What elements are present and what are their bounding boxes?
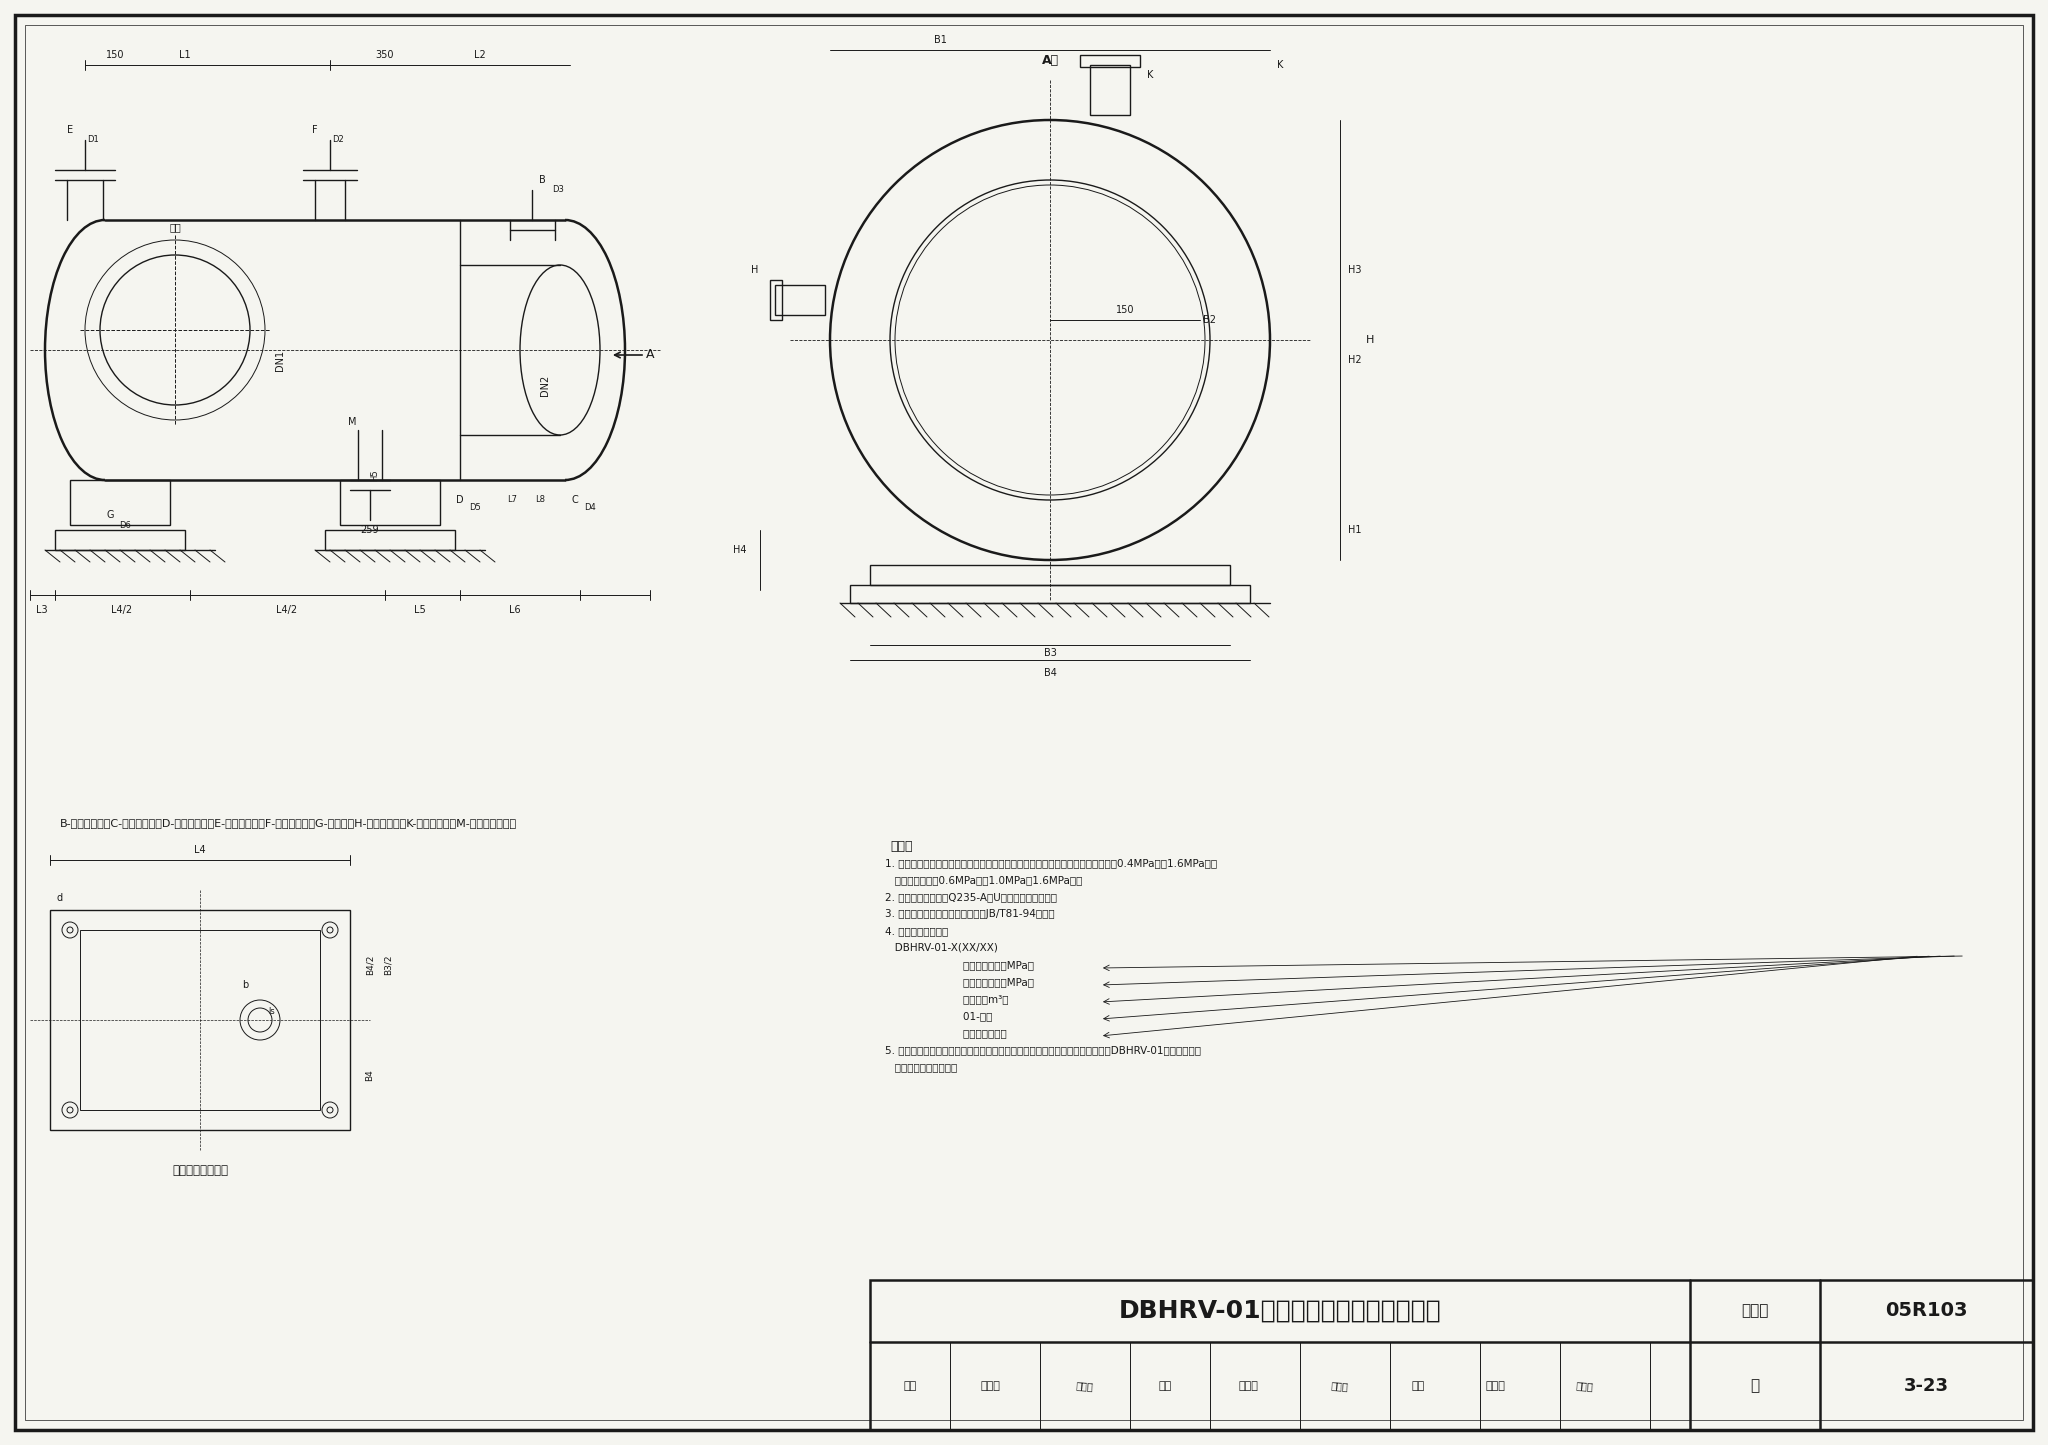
Text: 259: 259: [360, 525, 379, 535]
Bar: [1079, 55, 1141, 66]
Bar: [340, 480, 440, 525]
Text: H: H: [752, 264, 758, 275]
Text: 01-卧式: 01-卧式: [885, 1011, 993, 1022]
Text: 壳程设计压力（MPa）: 壳程设计压力（MPa）: [885, 959, 1034, 970]
Text: 鞍式支座底板平面: 鞍式支座底板平面: [172, 1163, 227, 1176]
Text: 校对: 校对: [1159, 1381, 1171, 1392]
Text: 换热器技术资料编制。: 换热器技术资料编制。: [885, 1062, 956, 1072]
Text: L3: L3: [37, 605, 47, 616]
Text: B3: B3: [1044, 647, 1057, 657]
Text: 3. 管道与换热器连接处的法兰盘按JB/T81-94配制。: 3. 管道与换热器连接处的法兰盘按JB/T81-94配制。: [885, 909, 1055, 919]
Text: D5: D5: [469, 503, 481, 513]
Text: DN1: DN1: [274, 350, 285, 370]
Text: 3-23: 3-23: [1905, 1377, 1950, 1394]
Text: L4/2: L4/2: [111, 605, 133, 616]
Text: B4/2: B4/2: [365, 955, 375, 975]
Text: 半容积式换热器: 半容积式换热器: [885, 1027, 1008, 1038]
Text: B-热媒入口管；C-热媒出口管；D-冷水进水管；E-热水出水管；F-安全阀接管；G-排污管；H-压力表接管；K-温度计接管；M-温度调节器接管: B-热媒入口管；C-热媒出口管；D-冷水进水管；E-热水出水管；F-安全阀接管；…: [59, 818, 518, 828]
Text: 训奇志: 训奇志: [1331, 1380, 1350, 1392]
Text: DBHRV-01系列半容积式换热器安装图: DBHRV-01系列半容积式换热器安装图: [1118, 1299, 1442, 1324]
Text: 朱国升: 朱国升: [1485, 1381, 1505, 1392]
Text: L1: L1: [178, 51, 190, 61]
Text: A向: A向: [1042, 53, 1059, 66]
Text: L2: L2: [475, 51, 485, 61]
Text: 150: 150: [1116, 305, 1135, 315]
Text: H3: H3: [1348, 264, 1362, 275]
Text: A: A: [645, 348, 653, 361]
Text: 5. 本图依据河北深州金属结构热力设备有限公司及北京市伟业供热设备有限公司DBHRV-01系列半容积式: 5. 本图依据河北深州金属结构热力设备有限公司及北京市伟业供热设备有限公司DBH…: [885, 1045, 1200, 1055]
Text: 设计: 设计: [1411, 1381, 1425, 1392]
Text: L8: L8: [535, 496, 545, 504]
Text: B1: B1: [934, 35, 946, 45]
Text: D2: D2: [332, 136, 344, 145]
Text: 朱国升: 朱国升: [1575, 1380, 1593, 1392]
Text: ls: ls: [268, 1007, 274, 1016]
Bar: [870, 565, 1231, 585]
Text: DN2: DN2: [541, 374, 551, 396]
Text: DBHRV-01-X(XX/XX): DBHRV-01-X(XX/XX): [885, 944, 997, 954]
Text: D3: D3: [553, 185, 563, 195]
Text: G: G: [106, 510, 115, 520]
Text: B3/2: B3/2: [383, 955, 393, 975]
Text: L4/2: L4/2: [276, 605, 297, 616]
Text: 150: 150: [106, 51, 125, 61]
Bar: [70, 480, 170, 525]
Text: D6: D6: [119, 520, 131, 529]
Text: 审核: 审核: [903, 1381, 918, 1392]
Bar: [326, 530, 455, 551]
Text: 4. 换热器编号说明：: 4. 换热器编号说明：: [885, 926, 948, 936]
Text: 05R103: 05R103: [1886, 1302, 1968, 1321]
Text: L5: L5: [414, 605, 426, 616]
Text: 管程设计压力（MPa）: 管程设计压力（MPa）: [885, 977, 1034, 987]
Text: B: B: [539, 175, 545, 185]
Text: b: b: [242, 980, 248, 990]
Bar: [774, 285, 825, 315]
Text: C: C: [571, 496, 578, 504]
Text: 心小化: 心小化: [1075, 1380, 1094, 1392]
Text: K: K: [1276, 61, 1284, 69]
Bar: [1090, 65, 1130, 116]
Text: L7: L7: [508, 496, 516, 504]
Text: D4: D4: [584, 503, 596, 513]
Bar: [80, 931, 319, 1110]
Text: 说明：: 说明：: [891, 840, 913, 853]
Text: K: K: [1147, 69, 1153, 79]
Text: D1: D1: [88, 136, 98, 145]
Text: 1. 适用范围：用于热水供应系统．热介质为蒸汽或高温水，换热器管程工作压力为0.4MPa（或1.6MPa），: 1. 适用范围：用于热水供应系统．热介质为蒸汽或高温水，换热器管程工作压力为0.…: [885, 858, 1217, 868]
Text: 图集号: 图集号: [1741, 1303, 1769, 1318]
Text: 总容积（m³）: 总容积（m³）: [885, 994, 1008, 1004]
Text: d: d: [57, 893, 63, 903]
Text: H5: H5: [371, 470, 379, 481]
Text: L4: L4: [195, 845, 205, 855]
Text: H2: H2: [1348, 355, 1362, 366]
Text: 2. 换热器壳体材料为Q235-A，U型管材料为紫铜管。: 2. 换热器壳体材料为Q235-A，U型管材料为紫铜管。: [885, 892, 1057, 902]
Text: 350: 350: [375, 51, 395, 61]
Text: 页: 页: [1751, 1379, 1759, 1393]
Text: L6: L6: [510, 605, 520, 616]
Bar: [55, 530, 184, 551]
Text: M: M: [348, 418, 356, 428]
Bar: [870, 1280, 2034, 1431]
Text: 牛小化: 牛小化: [981, 1381, 999, 1392]
Text: E: E: [68, 126, 74, 134]
Text: B4: B4: [1044, 668, 1057, 678]
Bar: [850, 585, 1249, 603]
Text: B4: B4: [365, 1069, 375, 1081]
Text: H1: H1: [1348, 525, 1362, 535]
Text: 壳程工作压力为0.6MPa（或1.0MPa、1.6MPa）。: 壳程工作压力为0.6MPa（或1.0MPa、1.6MPa）。: [885, 876, 1083, 884]
Bar: [770, 280, 782, 319]
Text: B2: B2: [1204, 315, 1217, 325]
Text: F: F: [311, 126, 317, 134]
Text: 郭青志: 郭青志: [1239, 1381, 1257, 1392]
Text: 人孔: 人孔: [170, 223, 180, 233]
Text: D: D: [457, 496, 463, 504]
Text: H: H: [1366, 335, 1374, 345]
Bar: [49, 910, 350, 1130]
Text: H4: H4: [733, 545, 748, 555]
